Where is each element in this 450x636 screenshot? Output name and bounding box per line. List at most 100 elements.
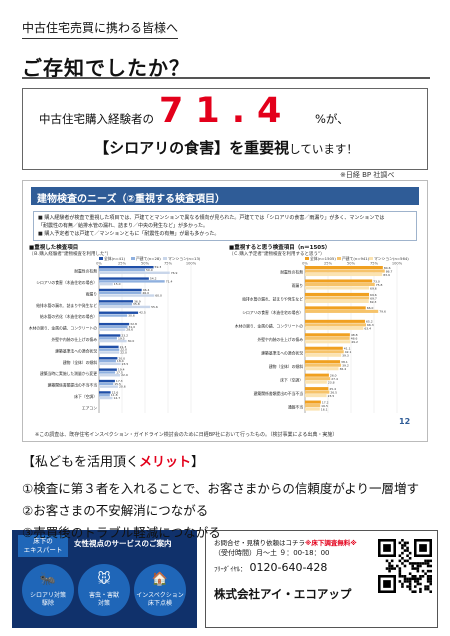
category-label: 木材の腐り、金属の錆、コンクリートの	[29, 326, 97, 331]
bar	[99, 382, 114, 386]
contact-line1: お問合せ・見積り依頼はコチラ※床下調査無料※	[214, 537, 357, 547]
data-label: 16.5	[321, 404, 328, 408]
headline-divider	[22, 77, 430, 79]
data-label: 17.2	[322, 400, 329, 404]
bar	[305, 407, 320, 411]
data-label: 22.0	[120, 348, 127, 352]
data-label: 73.0	[373, 279, 380, 283]
category-label: 雨漏り	[292, 283, 303, 288]
data-label: 83.9	[383, 273, 390, 277]
category-label: シロアリの食害（木造住宅の場合）	[242, 310, 303, 315]
category-label: 通報不当	[288, 404, 303, 409]
data-label: 75.8	[376, 283, 383, 287]
bar	[99, 391, 111, 394]
category-label: 建物（全体）の傾斜	[63, 360, 97, 365]
category-label: シロアリの食害（木造住宅の場合）	[36, 280, 97, 285]
bar	[305, 326, 364, 330]
panel-note: ■ 購入経験者が検査で重視した項目では、戸建てとマンションで異なる傾向が見られた…	[38, 215, 385, 221]
data-label: 36.4	[339, 367, 346, 371]
data-label: 63.4	[364, 327, 371, 331]
top-label: 中古住宅売買に携わる皆様へ	[22, 19, 179, 39]
bar	[99, 322, 130, 326]
bar	[305, 279, 373, 283]
tick-label: 25%	[324, 262, 333, 266]
bar	[99, 357, 118, 360]
data-label: 19.4	[118, 368, 125, 372]
data-label: 27.4	[331, 377, 338, 381]
category-label: 建物（全体）の傾斜	[269, 364, 303, 369]
bar	[99, 311, 139, 314]
service-label: 害虫・害獣	[88, 592, 119, 599]
bar	[99, 368, 117, 371]
data-label: 12.6	[112, 390, 119, 394]
data-label: 71.4	[166, 279, 173, 283]
category-label: 給排水管の漏れ、詰まりや発生など	[242, 297, 303, 302]
data-label: 54.2	[150, 277, 157, 281]
data-label: 69.3	[370, 300, 377, 304]
data-label: 35.8	[133, 302, 140, 306]
data-label: 60.0	[155, 294, 162, 298]
panel-notes: ■ 購入経験者が検査で重視した項目では、戸建てとマンションで異なる傾向が見られた…	[33, 211, 417, 241]
data-label: 66.0	[367, 306, 374, 310]
bar	[305, 306, 366, 310]
bar	[99, 351, 120, 354]
data-label: 84.6	[384, 266, 391, 270]
stat-message: 【シロアリの食害】を重要視	[94, 139, 290, 157]
chart-title: ■重視した検査項目	[29, 243, 78, 251]
panel-page-number: 12	[399, 417, 411, 426]
bar	[99, 337, 117, 340]
survey-charts: ■重視した検査項目（Ｂ.購入経験者"建物検査を利用した"）全体(n=41) 戸建て…	[29, 243, 409, 413]
stat-suffix: %が、	[315, 112, 349, 126]
legend-label: マンション(n=564)	[374, 256, 409, 261]
data-label: 22.0	[120, 350, 127, 354]
merit-item-1: ①検査に第３者を入れることで、お客さまからの信頼度がより一層増す	[22, 481, 419, 496]
bar	[99, 288, 142, 292]
data-label: 86.7	[386, 269, 393, 273]
data-label: 19.5	[118, 336, 125, 340]
merit-heading: 【私どもを活用頂くメリット】	[22, 451, 204, 470]
contact-inquiry: お問合せ・見積り依頼はコチラ	[214, 539, 305, 547]
data-label: 14.7	[114, 396, 121, 400]
panel-note: ■ 購入予定者では戸建て／マンションともに「耐震性の有無」が最も多かった。	[38, 231, 220, 237]
category-label: 木材の腐り、金属の錆、コンクリートの	[235, 324, 303, 329]
bar	[99, 345, 119, 349]
bar	[305, 387, 329, 391]
legend-swatch	[369, 257, 373, 260]
phone-number[interactable]: 0120-640-428	[249, 561, 328, 574]
data-label: 69.6	[370, 293, 377, 297]
data-label: 55.6	[151, 305, 158, 309]
bar	[305, 363, 342, 367]
tick-label: 50%	[141, 262, 150, 266]
legend-swatch	[305, 257, 309, 260]
qr-code-icon[interactable]	[378, 539, 432, 593]
service-tag-line2: エキスパート	[23, 546, 63, 554]
data-label: 42.1	[345, 350, 352, 354]
service-title: 女性視点のサービスのご案内	[74, 539, 172, 548]
bar	[305, 292, 370, 296]
bar	[99, 374, 121, 377]
bar	[305, 404, 321, 408]
bar	[305, 296, 370, 300]
inspection-icon: 🏠	[151, 572, 169, 587]
bar	[305, 266, 383, 270]
data-label: 15.0	[114, 282, 121, 286]
phone-prefix: ﾌﾘｰﾀﾞｲﾔﾙ：	[214, 565, 247, 573]
merit-item-3: ③売買後のトラブル軽減につながる	[22, 525, 221, 540]
data-label: 69.7	[370, 296, 377, 300]
data-label: 25.4	[329, 387, 336, 391]
data-label: 50.0	[146, 268, 153, 272]
bar	[305, 400, 321, 404]
bar	[305, 350, 344, 354]
chart-subtitle: （Ｃ.購入予定者"建物検査を利用すると思う"）	[229, 250, 325, 257]
bar	[305, 286, 370, 290]
bar	[305, 309, 379, 313]
panel-banner: 建物検査のニーズ（②重視する検査項目）	[31, 187, 419, 205]
service-label: 駆除	[41, 600, 54, 607]
legend-swatch	[163, 257, 167, 260]
data-label: 23.5	[122, 362, 129, 366]
bar	[305, 282, 375, 287]
legend-label: 戸建て(n=941)	[342, 256, 370, 261]
data-label: 16.1	[321, 407, 328, 411]
bar	[305, 319, 365, 323]
bar	[99, 359, 116, 363]
